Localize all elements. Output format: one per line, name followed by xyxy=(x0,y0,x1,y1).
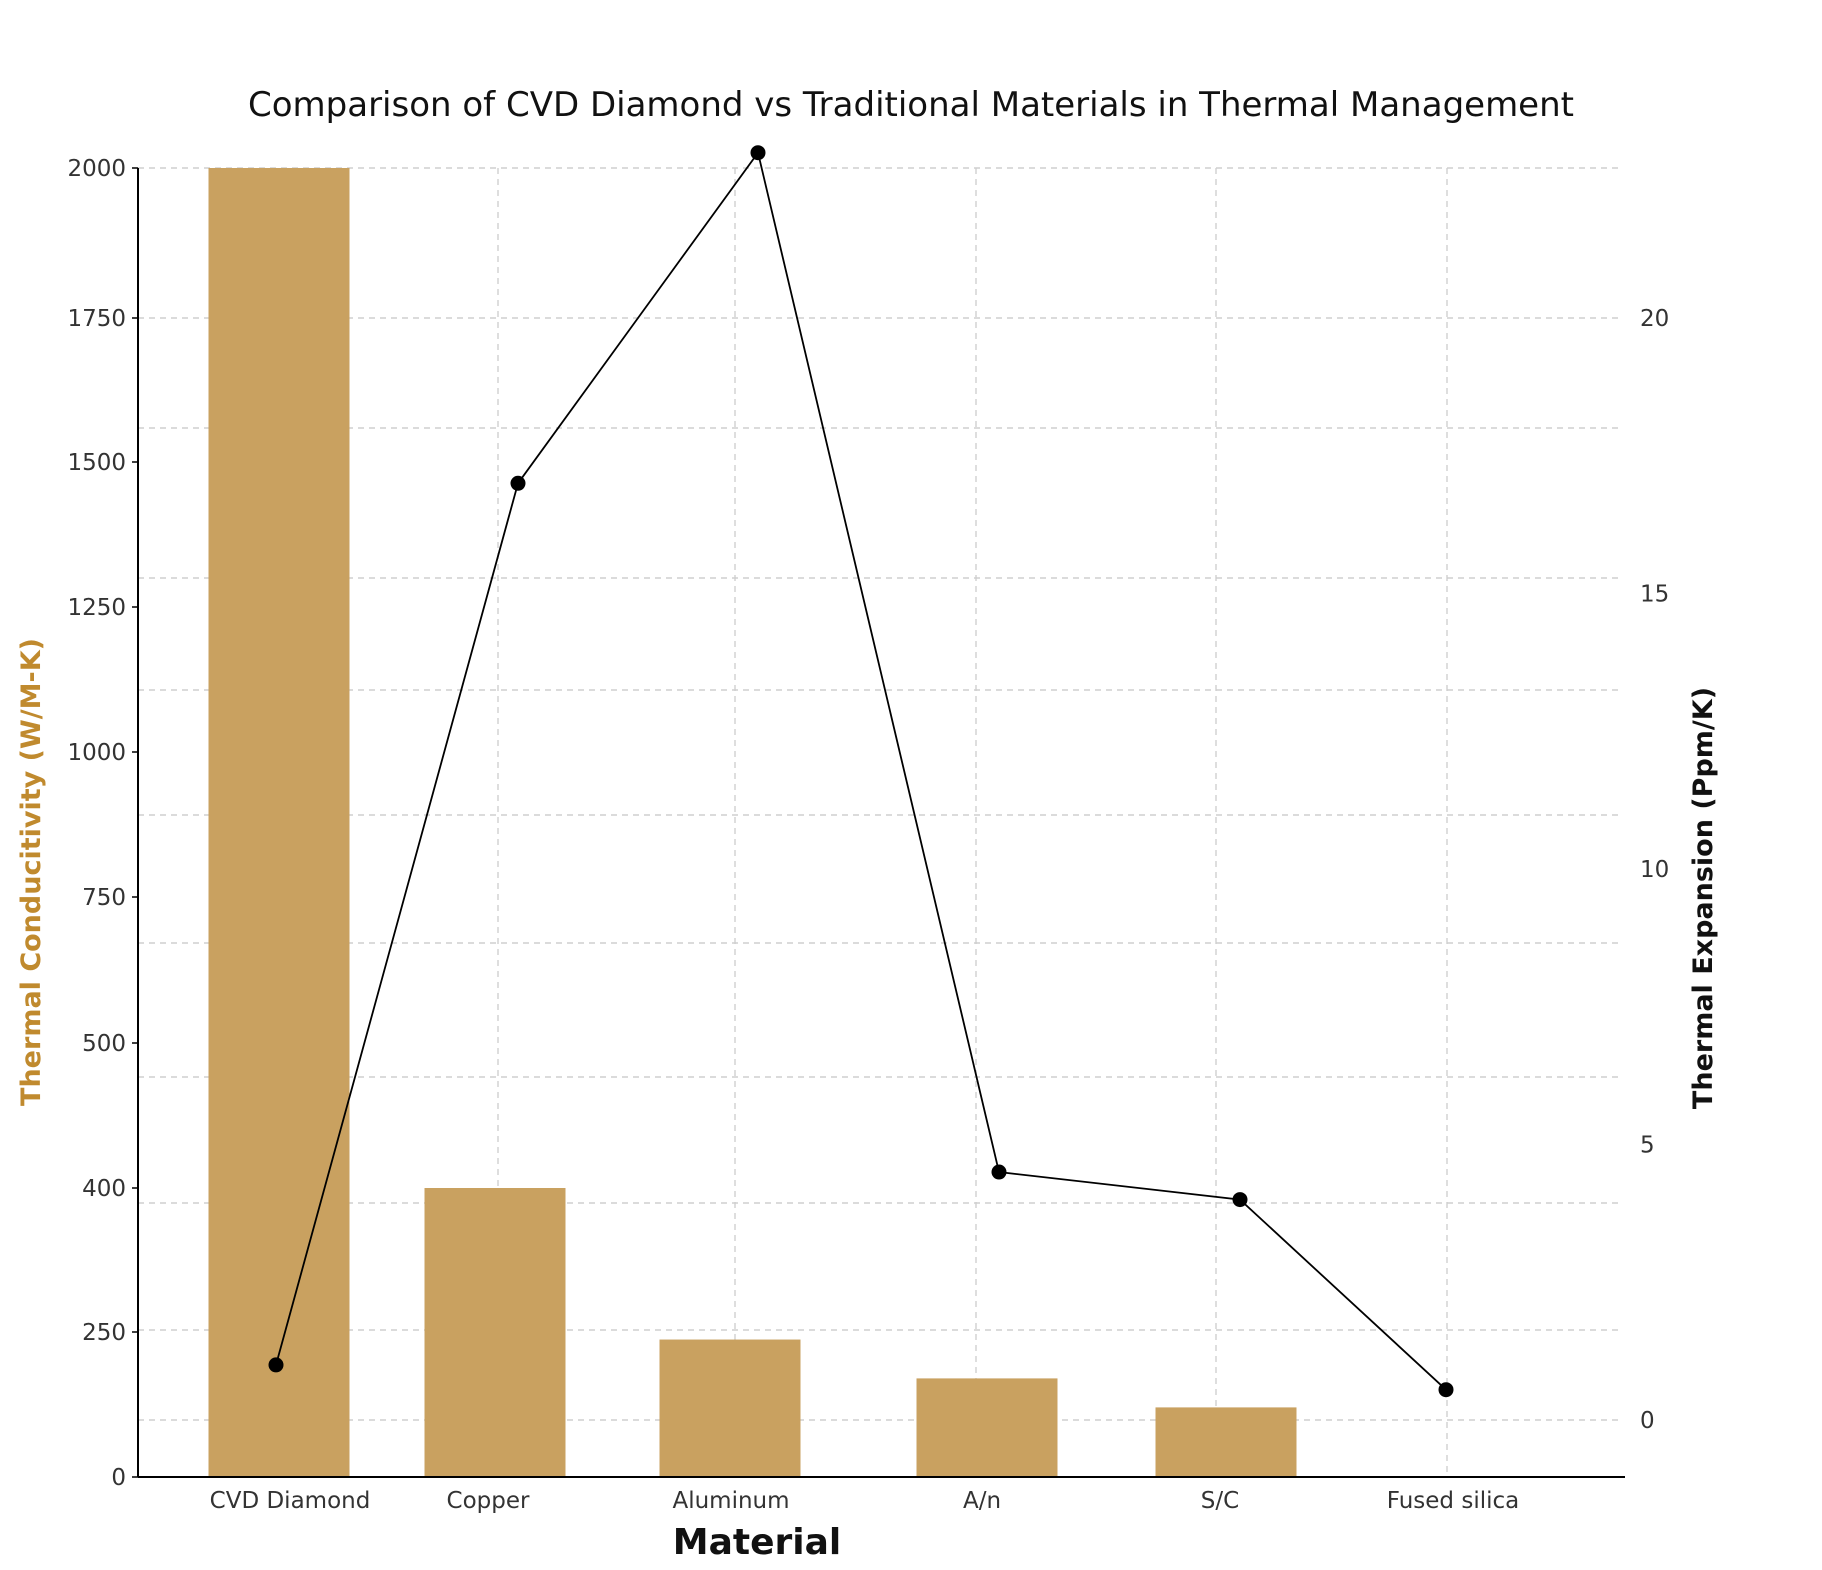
y-tick-label: 500 xyxy=(82,1031,126,1057)
x-tick-label: CVD Diamond xyxy=(210,1488,371,1514)
x-tick-label: A/n xyxy=(963,1488,1001,1514)
y2-axis-title: Thermal Expansion (Ppm/K) xyxy=(1688,687,1719,1109)
x-tick-label: Copper xyxy=(447,1488,530,1514)
bar-s-c xyxy=(1155,1407,1297,1477)
line-point-copper xyxy=(510,475,526,491)
bar-copper xyxy=(424,1188,566,1477)
y-tick-label: 1750 xyxy=(67,306,126,332)
y-tick-label: 250 xyxy=(82,1320,126,1346)
y-tick-label: 0 xyxy=(111,1465,126,1491)
y2-tick-label: 20 xyxy=(1640,306,1669,332)
y-tick-label: 1000 xyxy=(67,740,126,766)
line-layer xyxy=(268,145,1454,1398)
x-tick-label: Aluminum xyxy=(672,1488,789,1514)
y-tick-label: 1500 xyxy=(67,450,126,476)
x-tick-label: S/C xyxy=(1201,1488,1239,1514)
line-point-a-n xyxy=(991,1164,1007,1180)
chart-title: Comparison of CVD Diamond vs Traditional… xyxy=(248,85,1574,125)
line-series-thermal-expansion xyxy=(275,150,1447,1391)
axis-layer xyxy=(132,167,1625,1478)
y-tick-label: 1250 xyxy=(67,595,126,621)
line-point-aluminum xyxy=(750,145,766,161)
y2-tick-label: 0 xyxy=(1640,1408,1655,1434)
bar-layer xyxy=(208,168,1297,1477)
y-tick-label: 2000 xyxy=(67,156,126,182)
line-point-s-c xyxy=(1232,1192,1248,1208)
bar-aluminum xyxy=(659,1339,801,1477)
bar-a-n xyxy=(916,1378,1058,1477)
y2-tick-label: 15 xyxy=(1640,582,1669,608)
y-axis-title: Thermal Conducitivity (W/M-K) xyxy=(16,638,47,1106)
bar-cvd-diamond xyxy=(208,168,350,1477)
x-axis-title: Material xyxy=(673,1522,841,1563)
y2-tick-label: 10 xyxy=(1640,857,1669,883)
y-tick-label: 750 xyxy=(82,885,126,911)
y-tick-label: 400 xyxy=(82,1176,126,1202)
grid-layer xyxy=(138,167,1622,1477)
x-tick-label: Fused silica xyxy=(1387,1488,1520,1514)
line-point-cvd-diamond xyxy=(268,1357,284,1373)
y2-tick-label: 5 xyxy=(1640,1133,1655,1159)
line-point-fused-silica xyxy=(1438,1382,1454,1398)
label-layer: 0 250 400 500 750 1000 1250 1500 1750 2000 0 5 10 15 2… xyxy=(67,156,1669,1514)
